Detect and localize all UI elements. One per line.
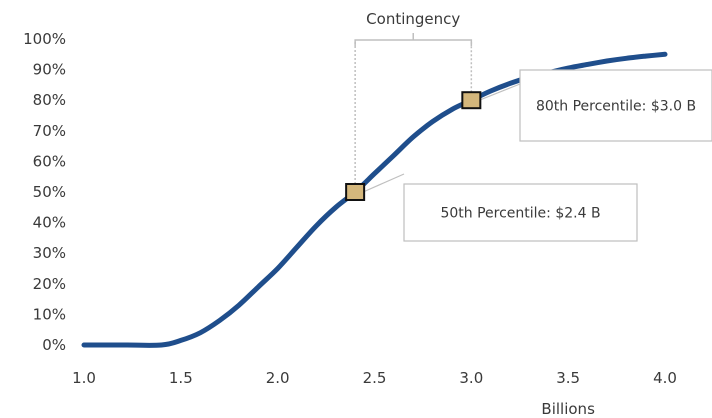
y-axis-ticks: 0% 10% 20% 30% 40% 50% 60% 70% 80% 90% 100% xyxy=(23,30,66,354)
percentile-marker xyxy=(345,183,366,201)
callout-box xyxy=(403,183,638,242)
y-tick-label: 10% xyxy=(33,305,66,323)
callout-connector xyxy=(362,173,405,193)
y-tick-label: 70% xyxy=(33,122,66,140)
x-tick-label: 4.0 xyxy=(653,369,677,387)
callout-connectors xyxy=(362,83,521,193)
contingency-bracket xyxy=(354,33,473,184)
y-tick-label: 50% xyxy=(33,183,66,201)
x-tick-label: 2.5 xyxy=(363,369,387,387)
percentile-marker xyxy=(461,91,482,110)
bracket-shape xyxy=(354,33,473,46)
contingency-label: Contingency xyxy=(366,10,460,28)
x-tick-label: 2.0 xyxy=(266,369,290,387)
percentile-markers xyxy=(345,91,482,201)
x-axis-ticks: 1.0 1.5 2.0 2.5 3.0 3.5 4.0 xyxy=(72,369,677,387)
cdf-series-line xyxy=(81,51,668,348)
callout-label: 80th Percentile: $3.0 B xyxy=(536,99,696,115)
callout-box xyxy=(519,69,712,142)
x-tick-label: 3.5 xyxy=(556,369,580,387)
y-tick-label: 0% xyxy=(42,336,66,354)
callout-label: 50th Percentile: $2.4 B xyxy=(440,206,600,222)
callout-connector xyxy=(479,83,521,101)
y-tick-label: 60% xyxy=(33,152,66,170)
percentile-callouts: 50th Percentile: $2.4 B 80th Percentile: … xyxy=(403,69,712,242)
y-tick-label: 90% xyxy=(33,61,66,79)
y-tick-label: 40% xyxy=(33,214,66,232)
y-tick-label: 100% xyxy=(23,30,66,48)
x-tick-label: 1.0 xyxy=(72,369,96,387)
y-tick-label: 80% xyxy=(33,91,66,109)
x-axis-label: Billions xyxy=(541,400,595,418)
x-tick-label: 1.5 xyxy=(169,369,193,387)
y-tick-label: 20% xyxy=(33,275,66,293)
x-tick-label: 3.0 xyxy=(459,369,483,387)
y-tick-label: 30% xyxy=(33,244,66,262)
